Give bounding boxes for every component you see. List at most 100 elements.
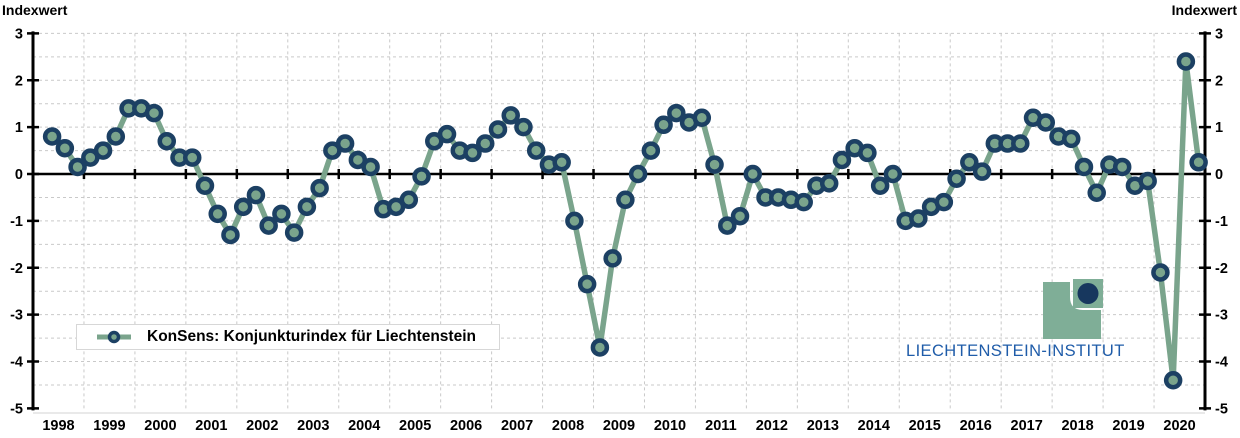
y-axis-tick-label: 2 [15, 73, 23, 89]
x-axis-year-label: 2008 [552, 418, 584, 434]
x-axis-year-label: 2009 [603, 418, 635, 434]
data-point-marker [437, 124, 457, 144]
data-point-marker [93, 141, 113, 160]
x-axis-year-label: 2014 [858, 418, 890, 434]
y-axis-tick-label: 1 [1215, 120, 1223, 136]
data-point-marker [654, 115, 673, 135]
data-point-marker [488, 120, 508, 139]
data-point-marker [1036, 113, 1056, 132]
y-axis-tick-label: -3 [10, 308, 23, 324]
x-axis-year-label: 2010 [654, 418, 686, 434]
data-point-marker [794, 192, 813, 212]
x-axis-year-label: 2020 [1163, 418, 1195, 434]
data-point-marker [208, 204, 227, 224]
data-point-marker [246, 185, 266, 205]
y-axis-tick-label: -2 [10, 261, 23, 277]
data-point-marker [297, 197, 317, 217]
data-point-marker [361, 157, 380, 177]
data-point-marker [526, 141, 546, 160]
data-point-marker [55, 138, 75, 158]
data-point-marker [475, 134, 495, 153]
data-point-marker [641, 141, 661, 160]
data-point-marker [144, 103, 164, 123]
data-point-marker [743, 164, 763, 184]
data-point-marker [552, 153, 571, 172]
data-point-marker [730, 206, 750, 226]
data-point-marker [628, 164, 648, 184]
y-axis-tick-label: 2 [1215, 73, 1223, 89]
data-point-marker [106, 127, 126, 146]
y-axis-tick-label: -1 [1215, 214, 1228, 230]
data-point-marker [934, 192, 954, 212]
y-axis-tick-label: -3 [1215, 308, 1228, 324]
data-point-marker [960, 153, 979, 172]
x-axis-year-label: 2019 [1112, 418, 1144, 434]
data-point-marker [233, 197, 253, 217]
data-point-marker [182, 148, 202, 167]
data-point-marker [310, 178, 329, 198]
data-point-marker [718, 216, 737, 235]
y-axis-tick-label: -4 [1215, 355, 1228, 371]
institute-logo-text: LIECHTENSTEIN-INSTITUT [906, 342, 1125, 360]
liechtenstein-institut-logo: LIECHTENSTEIN-INSTITUT [900, 278, 1125, 363]
x-axis-year-label: 2017 [1011, 418, 1043, 434]
x-axis-year-label: 2012 [756, 418, 788, 434]
data-point-marker [947, 169, 966, 188]
data-point-marker [972, 162, 992, 181]
data-point-marker [195, 176, 215, 195]
data-point-marker [590, 338, 610, 357]
data-point-marker [1163, 371, 1183, 390]
x-axis-year-label: 2003 [297, 418, 329, 434]
x-axis-year-label: 1998 [42, 418, 74, 434]
x-axis-year-label: 1999 [93, 418, 125, 434]
data-point-marker [259, 216, 278, 235]
data-point-marker [157, 131, 177, 151]
y-axis-title-right: Indexwert [1171, 2, 1237, 18]
data-point-marker [1074, 157, 1094, 177]
data-point-marker [909, 209, 928, 228]
x-axis-year-label: 2007 [501, 418, 533, 434]
x-axis-year-label: 2011 [705, 418, 736, 434]
data-point-marker [1087, 183, 1106, 202]
y-axis-tick-label: 3 [15, 26, 23, 42]
data-point-marker [501, 106, 520, 125]
data-point-marker [1189, 153, 1208, 172]
legend-series-label: KonSens: Konjunkturindex für Liechtenste… [147, 328, 476, 345]
data-point-marker [577, 274, 597, 294]
institute-logo-mark [1043, 279, 1103, 339]
y-axis-tick-label: -5 [1215, 401, 1228, 417]
data-point-marker [705, 155, 724, 174]
data-point-marker [335, 134, 355, 153]
x-axis-year-label: 2001 [195, 418, 227, 434]
data-point-marker [616, 190, 635, 210]
data-point-marker [565, 211, 584, 231]
x-axis-year-label: 2006 [450, 418, 482, 434]
data-point-marker [603, 249, 622, 268]
y-axis-tick-label: 3 [1215, 26, 1223, 42]
x-axis-year-label: 2002 [246, 418, 278, 434]
legend-marker-sample [97, 330, 131, 344]
y-axis-tick-label: 0 [1215, 167, 1223, 183]
data-point-marker [42, 127, 62, 146]
data-point-marker [667, 103, 686, 123]
y-axis-tick-label: -2 [1215, 261, 1228, 277]
data-point-marker [858, 143, 877, 163]
x-axis-year-label: 2000 [144, 418, 176, 434]
data-point-marker [272, 204, 291, 224]
data-point-marker [819, 174, 839, 193]
data-point-marker [692, 108, 712, 127]
x-axis-year-label: 2004 [348, 418, 380, 434]
y-axis-tick-label: -5 [10, 401, 23, 417]
data-point-marker [1112, 157, 1132, 177]
data-point-marker [284, 223, 304, 242]
y-axis-tick-label: -1 [10, 214, 23, 230]
data-point-marker [1011, 134, 1030, 153]
data-point-marker [412, 167, 431, 186]
chart-legend: KonSens: Konjunkturindex für Liechtenste… [76, 324, 500, 350]
data-point-marker [1151, 263, 1170, 282]
data-point-marker [514, 117, 533, 137]
logo-circle [1077, 283, 1099, 304]
y-axis-tick-label: -4 [10, 355, 23, 371]
y-axis-title-left: Indexwert [2, 2, 68, 18]
